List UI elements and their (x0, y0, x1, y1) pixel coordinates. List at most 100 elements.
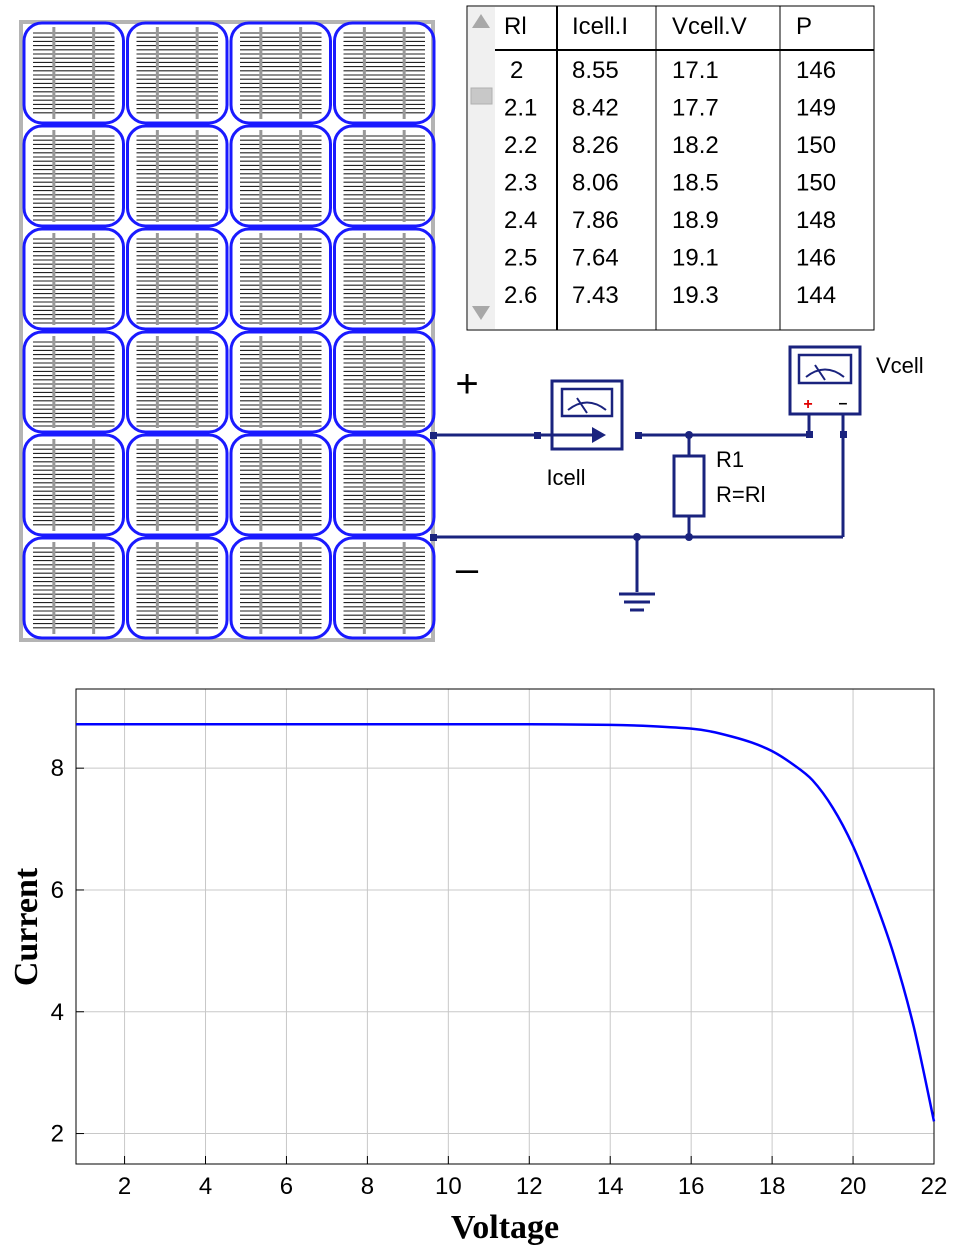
chart-series (75, 723, 936, 1122)
cell-outline (126, 433, 229, 537)
scroll-up-icon[interactable] (472, 14, 490, 28)
voltmeter-plus-label: + (803, 396, 812, 413)
cell-outline (229, 536, 332, 640)
table-cell: 144 (796, 282, 836, 309)
terminal-node (534, 432, 541, 439)
gauge-arc-icon (567, 401, 607, 411)
ground-icon (619, 592, 655, 612)
cell-outline (126, 124, 229, 228)
chart-grid (76, 689, 935, 1164)
terminal-node (430, 432, 437, 439)
solar-cell (126, 21, 229, 125)
table-row: 2.3 8.06 18.5 150 (504, 170, 836, 197)
table-cell: 146 (796, 245, 836, 272)
table-cell: 2.5 (504, 245, 537, 272)
x-axis-label: Voltage (451, 1209, 559, 1246)
solar-cell (229, 21, 332, 125)
cell-outline (22, 21, 125, 125)
junction-node (685, 431, 693, 439)
x-tick-label: 4 (199, 1173, 212, 1200)
solar-cell (333, 536, 436, 640)
ammeter-label: Icell (546, 465, 585, 490)
x-tick-label: 14 (597, 1173, 624, 1200)
solar-panel (19, 20, 436, 642)
cell-outline (229, 124, 332, 228)
solar-cell (333, 227, 436, 331)
cell-outline (126, 536, 229, 640)
cell-outline (126, 330, 229, 434)
solar-cell (333, 124, 436, 228)
solar-cell (126, 433, 229, 537)
solar-cell (229, 124, 332, 228)
resistor-value: R=Rl (716, 482, 766, 507)
junction-node (633, 533, 641, 541)
gauge-arc-icon (805, 368, 845, 378)
iv-curve-line (75, 723, 936, 1122)
table-header-power: P (796, 13, 812, 40)
table-cell: 2.2 (504, 132, 537, 159)
voltmeter-vcell[interactable] (788, 345, 862, 416)
table-cell: 2 (510, 57, 523, 84)
solar-cell (22, 433, 125, 537)
cell-outline (333, 433, 436, 537)
table-header-rl: Rl (504, 13, 527, 40)
solar-cell (229, 227, 332, 331)
table-cell: 19.3 (672, 282, 719, 309)
cell-outline (333, 536, 436, 640)
solar-cell (333, 330, 436, 434)
cell-outline (333, 21, 436, 125)
resistor-r1[interactable] (672, 454, 706, 518)
y-tick-label: 8 (51, 755, 64, 782)
table-cell: 7.86 (572, 207, 619, 234)
cell-outline (229, 227, 332, 331)
cell-grid-lines (33, 238, 115, 324)
x-tick-label: 20 (840, 1173, 867, 1200)
solar-cell (126, 227, 229, 331)
table-cell: 2.3 (504, 170, 537, 197)
gauge-needle-icon (576, 397, 588, 414)
cell-outline (126, 21, 229, 125)
cell-grid-lines (136, 32, 218, 114)
x-tick-label: 2 (118, 1173, 131, 1200)
cell-grid-lines (136, 547, 218, 629)
table-cell: 7.64 (572, 245, 619, 272)
table-cell: 18.2 (672, 132, 719, 159)
terminal-node (840, 431, 847, 438)
table-header-icell: Icell.I (572, 13, 628, 40)
table-cell: 17.1 (672, 57, 719, 84)
table-row: 2 8.55 17.1 146 (510, 57, 836, 84)
scroll-thumb[interactable] (470, 87, 493, 105)
table-border (466, 5, 875, 331)
solar-cell (126, 330, 229, 434)
scroll-down-icon[interactable] (472, 306, 490, 320)
ammeter-icell[interactable] (538, 379, 624, 451)
table-row: 2.5 7.64 19.1 146 (504, 245, 836, 272)
cell-grid-lines (33, 341, 115, 427)
cell-outline (229, 433, 332, 537)
cell-grid-lines (240, 547, 322, 629)
cell-outline (333, 330, 436, 434)
table-scrollbar[interactable] (468, 7, 495, 329)
cell-grid-lines (240, 135, 322, 221)
table-cell: 7.43 (572, 282, 619, 309)
table-body: 2 8.55 17.1 146 2.1 8.42 17.7 149 2.2 8.26 18.2 150… (504, 57, 836, 309)
solar-cell (229, 330, 332, 434)
cell-grid-lines (240, 32, 322, 114)
solar-cell (22, 330, 125, 434)
table-cell: 8.42 (572, 95, 619, 122)
cell-grid-lines (240, 444, 322, 526)
table-header-vcell: Vcell.V (672, 13, 747, 40)
table-cell: 19.1 (672, 245, 719, 272)
cell-grid-lines (136, 135, 218, 221)
gauge-needle-icon (814, 364, 826, 381)
y-tick-label: 4 (51, 999, 64, 1026)
table-cell: 149 (796, 95, 836, 122)
table-row: 2.2 8.26 18.2 150 (504, 132, 836, 159)
terminal-node (430, 534, 437, 541)
cell-outline (22, 536, 125, 640)
solar-cell (229, 536, 332, 640)
x-tick-label: 8 (361, 1173, 374, 1200)
